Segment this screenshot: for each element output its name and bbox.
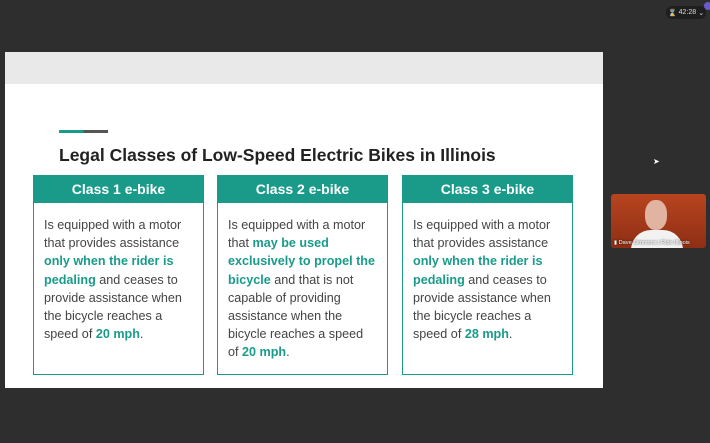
card-class-3: Class 3 e-bike Is equipped with a motor … bbox=[402, 175, 573, 375]
shared-slide: Legal Classes of Low-Speed Electric Bike… bbox=[5, 52, 603, 388]
chevron-down-icon: ⌄ bbox=[698, 9, 705, 17]
meeting-timer[interactable]: ⌛ 42:28 ⌄ bbox=[666, 6, 706, 19]
card-header: Class 2 e-bike bbox=[218, 176, 387, 203]
slide-header-band bbox=[5, 52, 603, 84]
card-body: Is equipped with a motor that provides a… bbox=[44, 218, 182, 342]
card-body: Is equipped with a motor that may be use… bbox=[228, 218, 375, 360]
title-accent-line bbox=[59, 130, 108, 133]
hourglass-icon: ⌛ bbox=[667, 9, 677, 17]
card-class-1: Class 1 e-bike Is equipped with a motor … bbox=[33, 175, 204, 375]
notification-dot bbox=[704, 2, 710, 10]
slide-title: Legal Classes of Low-Speed Electric Bike… bbox=[59, 145, 496, 165]
card-class-2: Class 2 e-bike Is equipped with a motor … bbox=[217, 175, 388, 375]
card-body: Is equipped with a motor that provides a… bbox=[413, 218, 551, 342]
participant-shirt bbox=[631, 230, 683, 248]
card-header: Class 1 e-bike bbox=[34, 176, 203, 203]
participant-face bbox=[645, 200, 667, 230]
participant-name-label: ▮ Dave Simmons | Ride Illinois bbox=[614, 240, 690, 246]
participant-video-tile[interactable]: ▮ Dave Simmons | Ride Illinois bbox=[611, 194, 706, 248]
card-header: Class 3 e-bike bbox=[403, 176, 572, 203]
mouse-cursor-icon: ➤ bbox=[653, 157, 660, 166]
signal-bars-icon: ▮ bbox=[614, 240, 619, 246]
